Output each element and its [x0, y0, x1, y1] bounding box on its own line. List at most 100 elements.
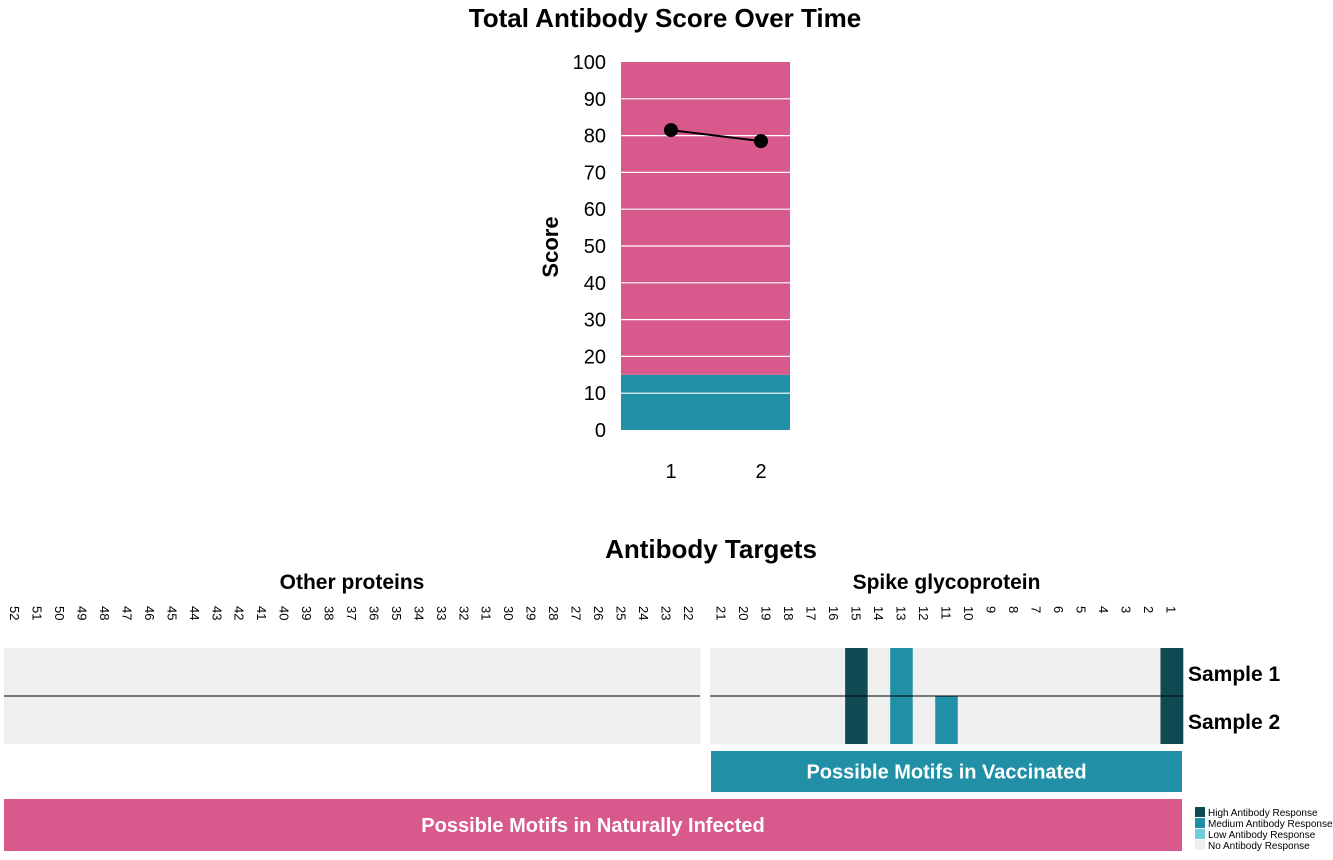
- y-tick-label: 40: [584, 273, 606, 295]
- motif-band-label: Possible Motifs in Naturally Infected: [421, 815, 764, 837]
- column-label: 1: [1164, 606, 1179, 613]
- motif-band-label: Possible Motifs in Vaccinated: [806, 762, 1086, 784]
- column-label: 11: [939, 606, 954, 620]
- legend-swatch: [1195, 818, 1205, 828]
- column-label: 9: [984, 606, 999, 613]
- heatmap-cell: [295, 696, 319, 744]
- score-point-2: [754, 134, 768, 149]
- y-tick-label: 30: [584, 310, 606, 332]
- heatmap-cell: [912, 648, 936, 696]
- heatmap-cell: [890, 648, 914, 696]
- heatmap-cell: [867, 648, 891, 696]
- legend-label: Medium Antibody Response: [1208, 819, 1333, 830]
- column-label: 10: [961, 606, 976, 620]
- column-label: 26: [591, 606, 606, 620]
- heatmap-cell: [363, 648, 386, 696]
- heatmap-cell: [1160, 648, 1184, 696]
- column-label: 5: [1074, 606, 1089, 613]
- y-tick-label: 0: [595, 420, 606, 442]
- column-label: 48: [97, 606, 112, 620]
- heatmap-cell: [1025, 696, 1049, 744]
- column-label: 44: [187, 606, 202, 620]
- column-label: 46: [142, 606, 157, 620]
- heatmap-cell: [273, 648, 297, 696]
- column-label: 31: [479, 606, 494, 620]
- column-label: 20: [736, 606, 751, 620]
- legend-label: No Antibody Response: [1208, 841, 1310, 852]
- heatmap-cell: [4, 696, 27, 744]
- heatmap-cell: [408, 648, 431, 696]
- heatmap-cell: [26, 648, 50, 696]
- heatmap-cell: [363, 696, 386, 744]
- heatmap-cell: [71, 648, 95, 696]
- y-tick-label: 10: [584, 383, 606, 405]
- heatmap-cell: [542, 696, 566, 744]
- heatmap-cell: [385, 648, 409, 696]
- column-label: 34: [411, 606, 426, 620]
- x-tick-label: 1: [665, 461, 676, 483]
- line-chart-title: Total Antibody Score Over Time: [469, 3, 862, 33]
- motif-bands: Possible Motifs in Vaccinated Possible Mo…: [4, 751, 1182, 851]
- column-label: 32: [456, 606, 471, 620]
- motif-band-2: [4, 799, 1182, 851]
- heatmap-cell: [822, 696, 846, 744]
- y-tick-label: 60: [584, 199, 606, 221]
- column-label: 29: [524, 606, 539, 620]
- column-label: 17: [803, 606, 818, 620]
- heatmap-cell: [632, 648, 656, 696]
- heatmap-cell: [1002, 696, 1026, 744]
- column-label: 38: [322, 606, 337, 620]
- heatmap-cell: [430, 648, 454, 696]
- heatmap-cell: [250, 696, 274, 744]
- row-label: Sample 2: [1188, 711, 1280, 734]
- column-label: 28: [546, 606, 561, 620]
- heatmap-cell: [520, 696, 544, 744]
- column-label: 14: [871, 606, 886, 620]
- heatmap-cell: [565, 648, 589, 696]
- heatmap-cell: [430, 696, 454, 744]
- heatmap-cell: [228, 696, 252, 744]
- facet-0: Other proteins 52 51 50 49 48 47 46 45 44 43 42 41 40…: [4, 571, 701, 744]
- heatmap-cell: [520, 648, 544, 696]
- score-line: [670, 129, 762, 143]
- heatmap-cell: [845, 648, 868, 696]
- column-label: 12: [916, 606, 931, 620]
- heatmap-cell: [1115, 696, 1139, 744]
- heatmap-cell: [1092, 648, 1116, 696]
- heatmap-cell: [610, 648, 633, 696]
- heatmap-cell: [1160, 696, 1184, 744]
- column-label: 19: [758, 606, 773, 620]
- heatmap-cell: [610, 696, 633, 744]
- heatmap-cell: [677, 696, 701, 744]
- heatmap-cell: [935, 696, 959, 744]
- heatmap-cell: [1070, 648, 1094, 696]
- heatmap-cell: [1047, 696, 1071, 744]
- heatmap-cell: [318, 648, 342, 696]
- heatmap-cell: [250, 648, 274, 696]
- y-tick-label: 80: [584, 126, 606, 148]
- heatmap-cell: [453, 648, 476, 696]
- heatmap-cell: [318, 696, 342, 744]
- heatmap-cell: [340, 696, 364, 744]
- heatmap-cell: [1070, 696, 1094, 744]
- x-tick-label: 2: [755, 461, 766, 483]
- heatmap-cell: [206, 696, 229, 744]
- heatmap-cell: [1137, 648, 1161, 696]
- heatmap-cell: [116, 696, 140, 744]
- heatmap-cell: [822, 648, 846, 696]
- heatmap-cell: [497, 696, 521, 744]
- heatmap-cell: [755, 696, 778, 744]
- heatmap-cell: [867, 696, 891, 744]
- heatmap-cell: [912, 696, 936, 744]
- heatmap-cell: [1025, 648, 1049, 696]
- column-label: 45: [164, 606, 179, 620]
- column-label: 39: [299, 606, 314, 620]
- heatmap-cell: [655, 696, 678, 744]
- facet-label: Spike glycoprotein: [853, 571, 1041, 594]
- score-point-1: [664, 123, 678, 138]
- heatmap-cell: [1002, 648, 1026, 696]
- column-label: 24: [636, 606, 651, 620]
- heatmap-cell: [475, 696, 499, 744]
- heatmap-cell: [632, 696, 656, 744]
